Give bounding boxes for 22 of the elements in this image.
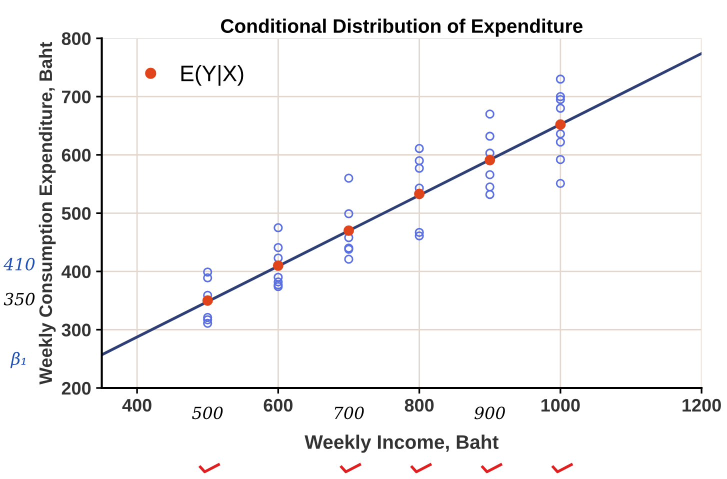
text: 500 [192,406,223,420]
y-tick-label: 800 [62,32,91,46]
text: β₁ [10,352,26,368]
y-tick-label: 200 [62,382,91,395]
chart-title: Conditional Distribution of Expenditure [221,18,582,37]
y-tick-label: 300 [62,324,91,336]
x-tick-label: 400 [122,398,152,412]
x-tick-label: 1200 [682,398,721,412]
y-tick-label: 500 [62,207,91,220]
x-tick-label: 1000 [541,398,580,412]
text: 410 [4,258,35,270]
y-tick-label: 600 [62,148,91,162]
x-axis-title: Weekly Income, Baht [304,434,499,453]
x-tick-label: 800 [404,398,434,412]
y-tick-label: 400 [62,265,91,278]
text: 700 [334,406,364,420]
x-tick-label: 600 [264,398,293,412]
text: 900 [474,406,505,420]
legend-label: E(Y|X) [181,64,244,86]
y-axis-title: Weekly Consumption Expenditure, Baht [38,42,56,385]
text: 350 [4,292,35,306]
y-tick-label: 700 [62,90,91,104]
